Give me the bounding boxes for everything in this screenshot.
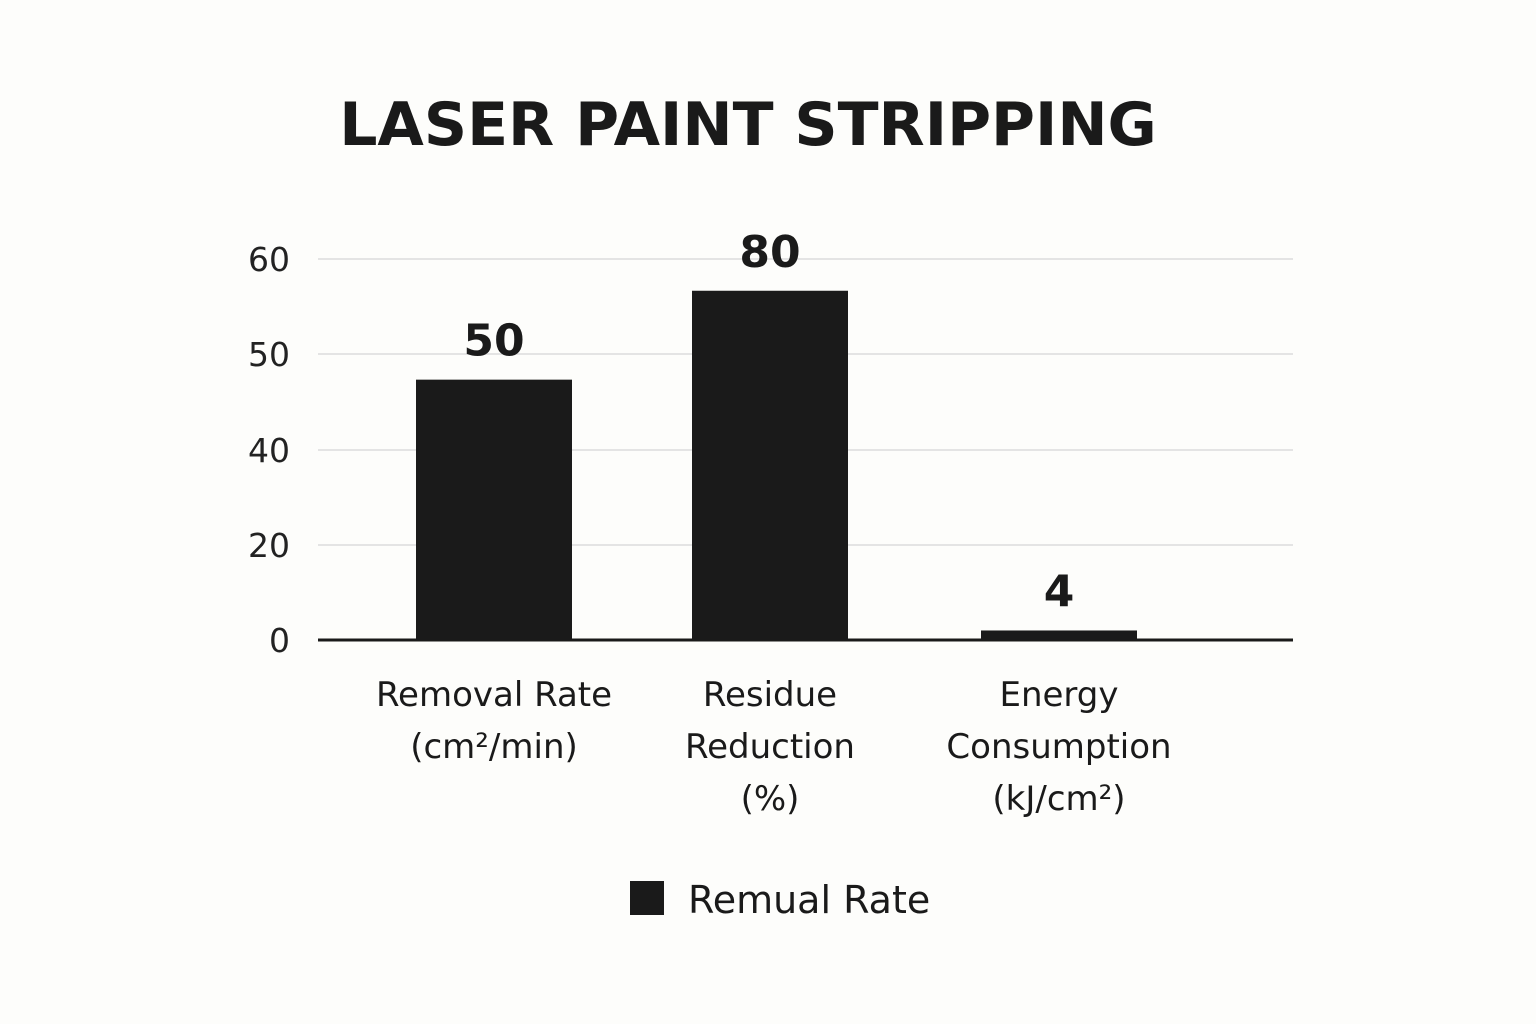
- category-label-2: Consumption: [946, 727, 1171, 767]
- data-labels: 50 80 4: [463, 227, 1074, 618]
- category-label-1: Residue: [703, 675, 837, 715]
- category-label-0: (cm²/min): [410, 727, 578, 767]
- category-label-2: (kJ/cm²): [992, 779, 1125, 819]
- y-tick-label: 60: [248, 240, 290, 279]
- legend-swatch: [630, 881, 664, 915]
- bar-1: [692, 290, 848, 640]
- data-label-2: 4: [1044, 566, 1075, 617]
- category-label-2: Energy: [999, 675, 1118, 715]
- category-label-1: (%): [741, 779, 800, 819]
- y-axis-tick-labels: 0 20 40 50 60: [248, 240, 290, 660]
- legend-label: Remual Rate: [688, 878, 930, 922]
- y-tick-label: 40: [248, 431, 290, 470]
- y-tick-label: 50: [248, 335, 290, 374]
- y-tick-label: 20: [248, 526, 290, 565]
- data-label-1: 80: [739, 227, 800, 278]
- bar-0: [416, 379, 572, 640]
- bars: [416, 290, 1137, 640]
- bar-2: [981, 630, 1137, 640]
- chart-title: LASER PAINT STRIPPING: [339, 90, 1157, 160]
- category-label-1: Reduction: [685, 727, 855, 767]
- legend: Remual Rate: [630, 878, 930, 922]
- data-label-0: 50: [463, 316, 524, 367]
- y-tick-label: 0: [269, 621, 290, 660]
- x-axis-category-labels: Removal Rate (cm²/min) Residue Reduction (%)…: [376, 675, 1172, 819]
- category-label-0: Removal Rate: [376, 675, 612, 715]
